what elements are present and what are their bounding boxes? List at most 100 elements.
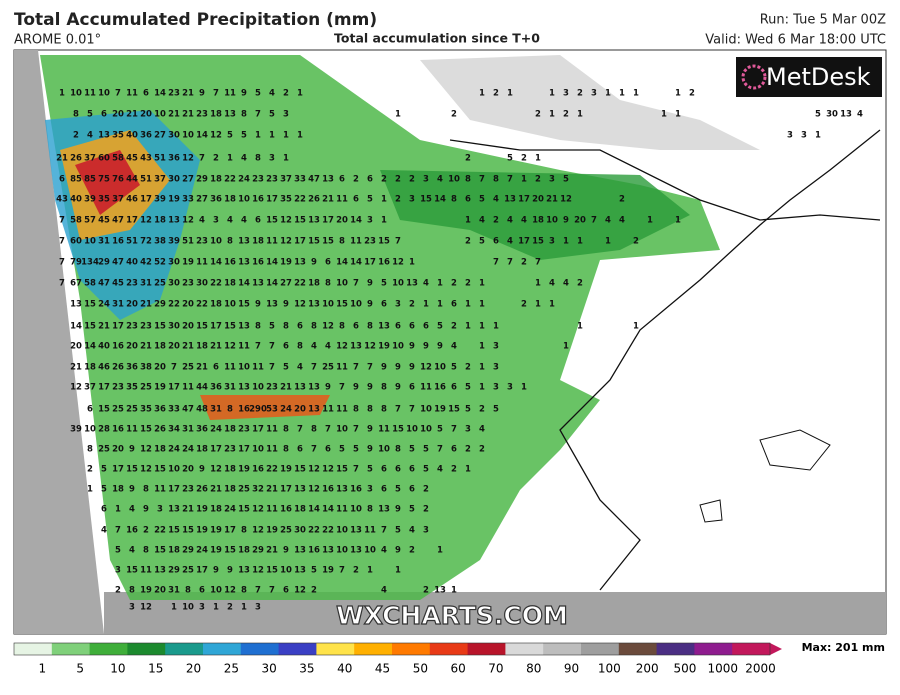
precip-value: 9 — [283, 546, 289, 556]
legend-label: 15 — [148, 662, 163, 676]
precip-value: 10 — [378, 445, 390, 455]
legend-label: 1 — [39, 662, 47, 676]
precip-value: 6 — [297, 445, 303, 455]
precip-value: 6 — [409, 465, 415, 475]
precip-value: 13 — [434, 586, 446, 596]
precip-value: 1 — [633, 89, 639, 99]
precip-value: 20 — [126, 300, 138, 310]
precip-value: 10 — [336, 546, 348, 556]
precip-value: 51 — [126, 237, 138, 247]
precip-value: 25 — [140, 383, 152, 393]
precip-value: 2 — [227, 603, 233, 613]
precip-value: 15 — [126, 465, 138, 475]
precip-value: 3 — [507, 383, 513, 393]
precip-value: 24 — [280, 405, 292, 415]
precip-value: 8 — [353, 405, 359, 415]
legend-swatch — [732, 643, 771, 655]
legend-swatch — [656, 643, 695, 655]
precip-value: 11 — [336, 405, 348, 415]
precip-value: 2 — [115, 586, 121, 596]
precip-value: 14 — [434, 195, 446, 205]
precip-value: 3 — [255, 603, 261, 613]
precip-value: 28 — [98, 425, 110, 435]
precip-value: 6 — [381, 485, 387, 495]
precip-value: 40 — [126, 131, 138, 141]
precip-value: 13 — [238, 383, 250, 393]
legend-arrow — [770, 643, 782, 655]
precip-value: 2 — [479, 405, 485, 415]
precip-value: 19 — [434, 405, 446, 415]
precip-value: 15 — [322, 237, 334, 247]
precip-value: 18 — [154, 216, 166, 226]
precip-value: 2 — [689, 89, 695, 99]
precip-value: 9 — [367, 383, 373, 393]
precip-value: 36 — [140, 131, 152, 141]
precip-value: 17 — [112, 465, 124, 475]
precip-value: 21 — [546, 195, 558, 205]
model: AROME 0.01° — [14, 33, 101, 48]
precip-value: 22 — [168, 300, 180, 310]
precip-values: 1 10 11 10 7 11 6 14 23 21 9 7 11 9 5 4 2 1 1 2 1 1 3 2 3 1 1 1 1 28 5… — [56, 89, 863, 613]
logo-icon — [741, 64, 767, 90]
precip-value: 45 — [126, 154, 138, 164]
precip-value: 6 — [409, 322, 415, 332]
precip-value: 1 — [815, 131, 821, 141]
precip-value: 19 — [266, 526, 278, 536]
precip-value: 2 — [563, 110, 569, 120]
precip-value: 12 — [252, 566, 264, 576]
precip-value: 25 — [112, 405, 124, 415]
precip-value: 23 — [196, 110, 208, 120]
precip-value: 7 — [311, 445, 317, 455]
precip-value: 76 — [112, 175, 124, 185]
precip-value: 11 — [238, 342, 250, 352]
precip-value: 9 — [227, 566, 233, 576]
precip-value: 44 — [196, 383, 208, 393]
legend: Max: 201 mm 1 5 10 15 20 25 30 35 40 45 50 60 70 80 90… — [13, 641, 885, 676]
precip-value: 7 — [269, 363, 275, 373]
precip-value: 18 — [532, 216, 544, 226]
precip-value: 3 — [129, 603, 135, 613]
precip-value: 9 — [423, 342, 429, 352]
precip-value: 1 — [395, 110, 401, 120]
precip-value: 9 — [241, 89, 247, 99]
precip-value: 8 — [493, 175, 499, 185]
precip-value: 8 — [339, 237, 345, 247]
precip-value: 15 — [266, 566, 278, 576]
precip-value: 5 — [479, 195, 485, 205]
precip-value: 1 — [633, 322, 639, 332]
precip-value: 33 — [182, 195, 194, 205]
legend-swatch — [165, 643, 204, 655]
legend-swatch — [203, 643, 242, 655]
precip-value: 31 — [112, 300, 124, 310]
precip-value: 4 — [479, 425, 485, 435]
precip-value: 10 — [238, 195, 250, 205]
precip-value: 16 — [350, 485, 362, 495]
precip-value: 5 — [101, 485, 107, 495]
precip-value: 9 — [367, 300, 373, 310]
precip-value: 3 — [157, 505, 163, 515]
precip-value: 17 — [364, 258, 376, 268]
precip-value: 25 — [182, 363, 194, 373]
precip-value: 17 — [280, 485, 292, 495]
precip-value: 10 — [168, 465, 180, 475]
precip-value: 1 — [213, 603, 219, 613]
precip-value: 18 — [154, 445, 166, 455]
precip-value: 13 — [238, 258, 250, 268]
precip-value: 14 — [308, 505, 320, 515]
precip-value: 20 — [168, 342, 180, 352]
precip-value: 2 — [465, 154, 471, 164]
precip-value: 5 — [227, 131, 233, 141]
precip-value: 13 — [406, 279, 418, 289]
precip-value: 10 — [238, 363, 250, 373]
precip-value: 4 — [381, 586, 387, 596]
precip-value: 79 — [70, 258, 82, 268]
precip-value: 4 — [269, 89, 275, 99]
island — [699, 499, 723, 523]
precip-value: 18 — [168, 546, 180, 556]
precip-value: 9 — [143, 505, 149, 515]
precip-value: 7 — [353, 465, 359, 475]
precip-value: 18 — [308, 279, 320, 289]
precip-value: 13 — [224, 110, 236, 120]
precip-value: 7 — [213, 89, 219, 99]
precip-value: 51 — [154, 154, 166, 164]
